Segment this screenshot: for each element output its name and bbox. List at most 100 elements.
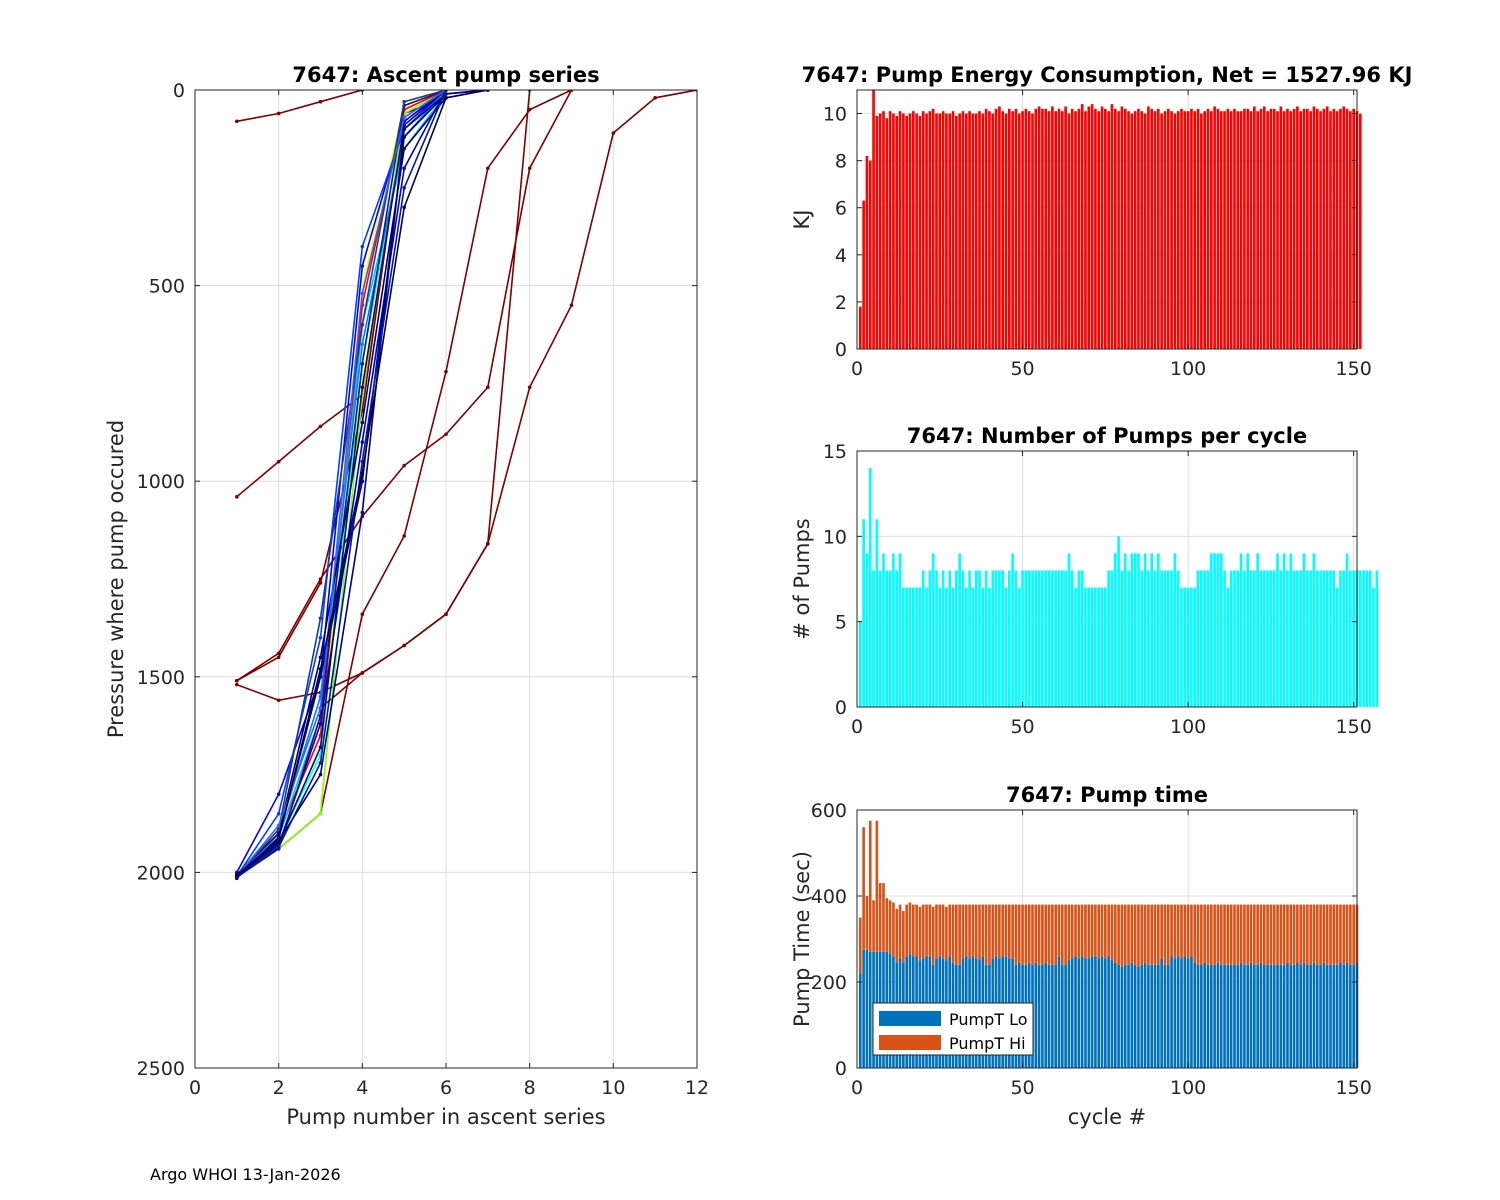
bar [1060,570,1064,707]
bar [1213,553,1216,707]
bar [1279,106,1283,350]
bar [991,113,995,349]
bar [1190,108,1193,349]
bar-hi [1051,904,1054,965]
series-point-c8 [360,342,365,347]
bar [1319,111,1322,349]
bar-lo [1186,958,1190,1068]
bar [1206,570,1210,707]
bar [955,570,958,707]
bar-hi [905,904,908,957]
bar-hi [902,911,905,963]
bar [1090,587,1094,707]
series-point-c11 [318,772,323,777]
bar [958,553,961,707]
bar [1044,570,1048,707]
y-axis-label: KJ [790,210,814,230]
bar-lo [1034,962,1038,1068]
bar [1007,570,1011,707]
y-tick-label: 0 [835,1058,847,1080]
bar-hi [961,904,965,959]
bar [1027,111,1031,349]
bar-hi [1349,904,1352,965]
bar-lo [1325,964,1329,1068]
bar-hi [921,904,925,959]
series-point-o3 [276,655,281,660]
y-tick-label: 10 [823,104,847,126]
series-point-c18 [444,96,448,100]
y-axis-label: Pressure where pump occured [104,420,128,738]
bar-lo [1123,964,1127,1068]
bar-lo [1051,964,1054,1068]
bar [1203,570,1207,707]
bar-lo [1206,964,1210,1068]
bar [911,111,915,349]
bar [882,553,885,707]
bar [1226,108,1230,349]
bar [908,113,912,349]
series-point-o7 [486,541,490,546]
bar-hi [1024,904,1028,965]
bar [1332,108,1336,349]
axes-frame [856,809,1358,1069]
bar-lo [1276,964,1279,1068]
bar [1133,553,1137,707]
bar [915,113,918,349]
bar [928,570,932,707]
bar [1104,108,1107,349]
bar-hi [968,904,971,959]
bar [915,587,918,707]
y-tick-label: 1500 [137,667,185,689]
series-point-o7 [444,612,448,617]
bar-lo [1057,956,1061,1068]
y-tick-label: 2500 [137,1058,185,1080]
bar-hi [1253,904,1256,965]
bar-hi [1190,904,1193,957]
bar-lo [1080,956,1084,1068]
x-tick-label: 0 [851,1077,863,1099]
legend-swatch [879,1035,941,1050]
bar [1074,111,1077,349]
y-tick-label: 400 [811,886,847,908]
series-point-c9 [402,166,406,171]
bar [1229,111,1233,349]
bar [1296,106,1299,350]
bar-hi [1160,904,1163,959]
bar [1243,108,1246,349]
bar [1352,108,1356,349]
bar [978,111,981,349]
bar-hi [1352,904,1356,965]
series-point-c14 [360,322,365,327]
y-tick-label: 500 [149,276,185,298]
series-point-o2 [235,495,239,499]
x-axis-label: Pump number in ascent series [286,1105,605,1129]
bar-lo [1272,964,1276,1068]
bar-hi [991,904,995,959]
bar-hi [935,904,938,959]
bar-hi [1312,904,1316,963]
bar-hi [1084,904,1087,959]
bar-hi [981,904,985,957]
bar-lo [1266,964,1269,1068]
bar [1090,104,1094,349]
bar [1060,111,1064,349]
bar-hi [892,902,895,957]
bar [1180,108,1183,349]
bar [1315,570,1319,707]
bar-lo [1074,956,1077,1068]
bar [1269,570,1273,707]
bar-lo [1315,964,1319,1068]
bar [862,519,865,707]
bar [994,108,998,349]
bar [1213,106,1216,350]
bar-hi [1170,904,1173,957]
bar [1014,570,1018,707]
bar-hi [994,904,998,957]
bar [1186,587,1190,707]
bar-lo [1193,962,1197,1068]
bar-hi [1332,904,1336,965]
bar [1163,111,1167,349]
y-tick-label: 15 [823,441,847,463]
bar-hi [915,904,918,957]
bar-hi [1087,904,1091,959]
